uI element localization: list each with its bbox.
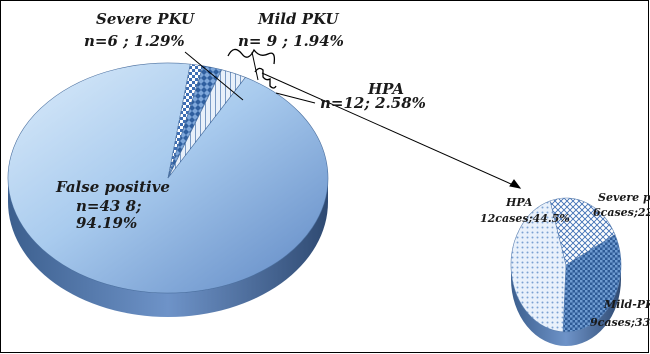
brace-severe [227,48,276,65]
label-false-positive: False positive n=43 8; 94.19% [55,178,175,232]
sub-slice-hpa [510,200,567,333]
sub-label-severe-pku: Severe pku 6cases;22.2% [593,191,650,219]
leader-hpa [275,92,316,104]
label-mild-pku: Mild PKU n= 9 ; 1.94% [238,10,344,50]
sub-label-hpa: HPA 12cases;44.5% [480,196,570,225]
sub-slice-mild-pku [562,234,622,333]
brace-mild [254,67,277,89]
sub-pie-side [511,265,621,346]
leader-arrow [261,72,521,189]
label-severe-pku: Severe PKU n=6 ; 1.29% [84,10,199,50]
leader-severe [184,51,244,101]
leader-lines [184,51,522,189]
main-pie [7,62,329,317]
leader-mild [251,51,259,81]
sub-pie [510,197,622,346]
arrow-head [509,179,522,189]
main-slice-hpa [167,69,246,179]
brace-group [227,48,277,89]
label-hpa: HPA n=12; 2.58% [320,80,426,112]
sub-slice-severe-pku [549,197,616,266]
main-pie-side [8,178,328,317]
sub-label-mild-pku: Mild-PKU 9cases;33.3% [590,298,650,329]
